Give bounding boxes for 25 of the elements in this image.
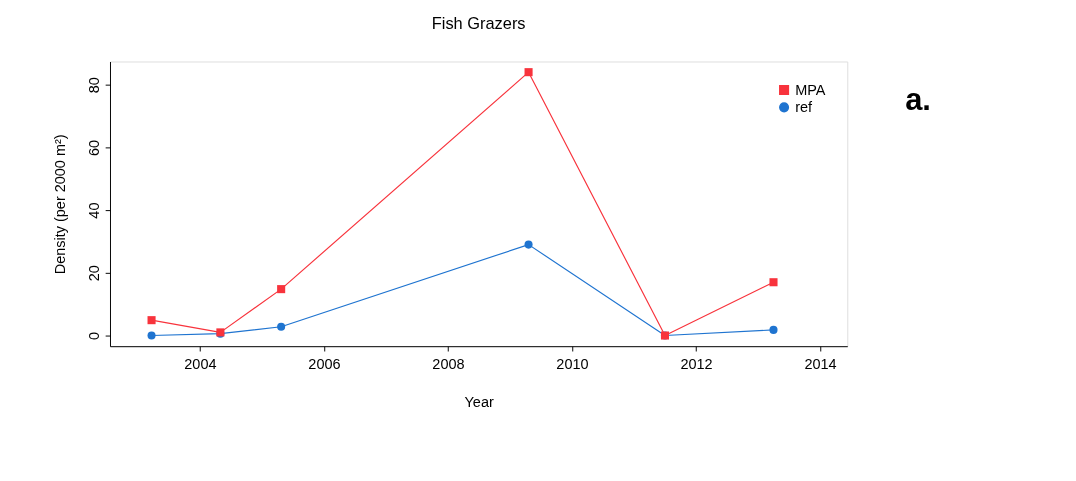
y-tick-label: 40 — [85, 202, 102, 219]
point — [277, 322, 286, 331]
x-tick-label: 2010 — [556, 355, 589, 372]
point — [524, 240, 533, 249]
x-tick-label: 2008 — [432, 355, 465, 372]
y-tick-label: 20 — [85, 265, 102, 282]
point — [769, 278, 778, 287]
text: a. — [905, 81, 931, 117]
point — [524, 68, 533, 77]
point — [277, 285, 286, 294]
legend-label: MPA — [795, 81, 826, 98]
y-tick-label: 0 — [85, 331, 102, 341]
x-tick-label: 2006 — [308, 355, 341, 372]
point — [147, 331, 156, 340]
legend-label: ref — [795, 99, 814, 116]
x-tick-label: 2004 — [184, 355, 217, 372]
y-tick-label: 80 — [85, 77, 102, 94]
point — [769, 325, 778, 334]
x-tick-label: 2012 — [680, 355, 713, 372]
point — [147, 316, 156, 325]
x-axis-title: Year — [464, 394, 494, 411]
y-axis-title: Density (per 2000 m²) — [52, 134, 69, 275]
y-tick-label: 60 — [85, 139, 102, 156]
x-tick-label: 2014 — [804, 355, 837, 372]
chart-title: Fish Grazers — [431, 13, 526, 32]
